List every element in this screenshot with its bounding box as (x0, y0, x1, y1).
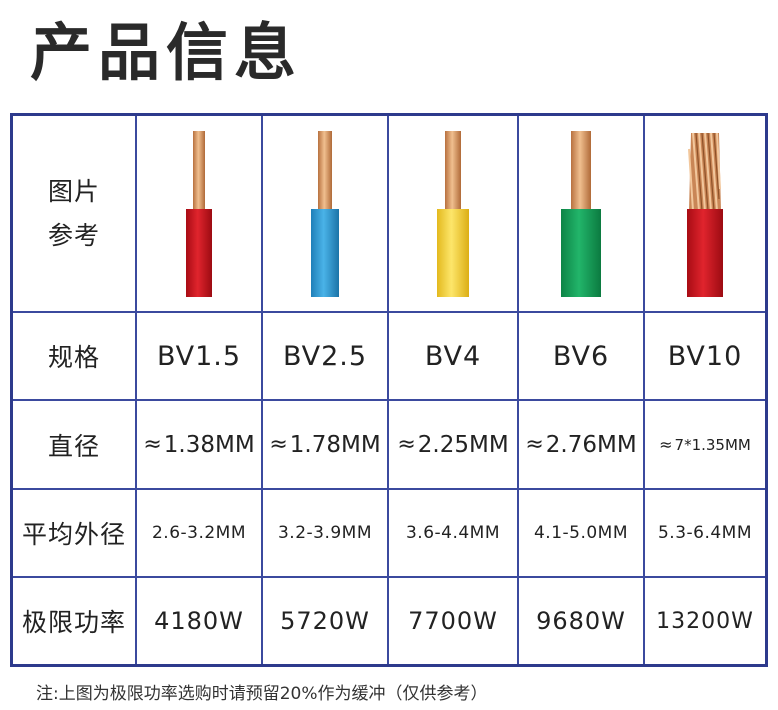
column-divider (643, 116, 645, 664)
column-divider (135, 116, 137, 664)
diameter-value: 7*1.35MM (674, 435, 751, 454)
spec-bv6: BV6 (552, 340, 610, 372)
avg-outer-bv6: 4.1-5.0MM (533, 523, 629, 543)
power-bv1-5: 4180W (154, 607, 244, 635)
power-bv2-5: 5720W (280, 607, 370, 635)
wire-image-bv2-5 (263, 116, 387, 311)
avg-outer-bv1-5: 2.6-3.2MM (151, 523, 247, 543)
diameter-value: 1.38MM (163, 431, 255, 458)
spec-bv1-5: BV1.5 (156, 340, 242, 372)
diameter-value: 2.25MM (417, 431, 509, 458)
wire-icon (561, 130, 601, 297)
approx-symbol: ≈ (143, 432, 162, 457)
approx-symbol: ≈ (269, 432, 288, 457)
row-header-spec: 规格 (47, 343, 100, 372)
power-bv4: 7700W (408, 607, 498, 635)
diameter-value: 1.78MM (289, 431, 381, 458)
power-bv10: 13200W (656, 608, 754, 634)
diameter-bv6: ≈2.76MM (519, 401, 643, 488)
diameter-bv4: ≈2.25MM (389, 401, 517, 488)
row-divider (13, 311, 765, 313)
diameter-bv2-5: ≈1.78MM (263, 401, 387, 488)
wire-icon (186, 130, 212, 297)
column-divider (517, 116, 519, 664)
spec-bv10: BV10 (667, 340, 743, 372)
wire-icon (311, 130, 339, 297)
row-header-image: 图片 参考 (13, 116, 135, 311)
approx-symbol: ≈ (659, 435, 673, 454)
row-divider (13, 576, 765, 578)
spec-bv2-5: BV2.5 (282, 340, 368, 372)
wire-image-bv10 (645, 116, 765, 311)
row-header-diameter: 直径 (47, 431, 100, 461)
product-info-table: 图片 参考 规格 直径 平均外径 极限功率 (10, 113, 768, 667)
row-divider (13, 488, 765, 490)
avg-outer-bv4: 3.6-4.4MM (405, 523, 501, 543)
approx-symbol: ≈ (397, 432, 416, 457)
diameter-bv1-5: ≈1.38MM (137, 401, 261, 488)
power-bv6: 9680W (536, 607, 626, 635)
spec-bv4: BV4 (424, 340, 482, 372)
wire-icon (437, 130, 469, 297)
diameter-bv10: ≈7*1.35MM (645, 401, 765, 488)
stranded-wire-icon (687, 132, 723, 297)
wire-image-bv1-5 (137, 116, 261, 311)
row-header-power: 极限功率 (21, 608, 126, 637)
column-divider (387, 116, 389, 664)
column-divider (261, 116, 263, 664)
row-header-image-line2: 参考 (47, 220, 100, 250)
row-header-image-line1: 图片 (47, 176, 100, 206)
page-title: 产品信息 (30, 16, 303, 89)
row-header-avg-outer: 平均外径 (21, 520, 126, 549)
avg-outer-bv10: 5.3-6.4MM (657, 523, 753, 543)
avg-outer-bv2-5: 3.2-3.9MM (277, 523, 373, 543)
wire-image-bv4 (389, 116, 517, 311)
wire-image-bv6 (519, 116, 643, 311)
diameter-value: 2.76MM (545, 431, 637, 458)
footnote: 注:上图为极限功率选购时请预留20%作为缓冲（仅供参考） (36, 684, 488, 704)
approx-symbol: ≈ (525, 432, 544, 457)
row-divider (13, 399, 765, 401)
